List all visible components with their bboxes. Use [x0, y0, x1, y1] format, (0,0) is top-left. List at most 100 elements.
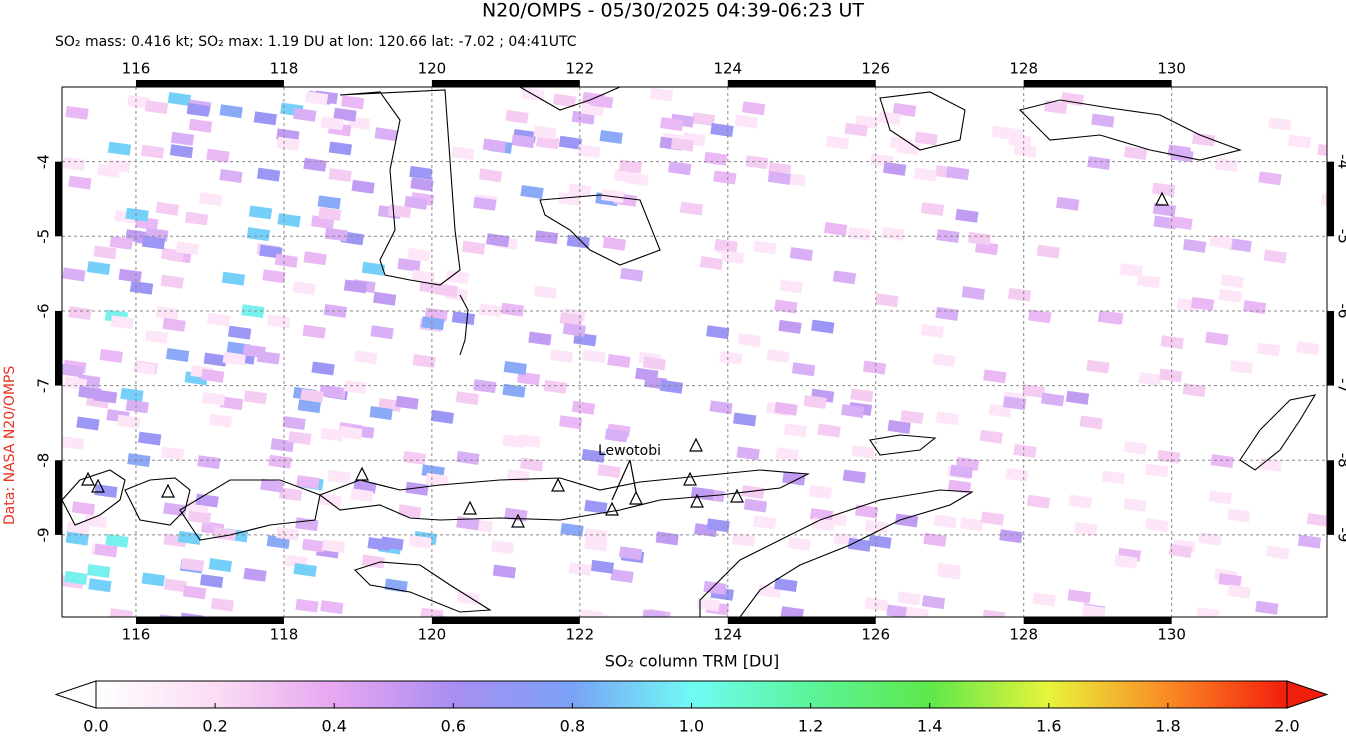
so2-cell: [719, 351, 743, 365]
so2-cell: [533, 125, 557, 140]
so2-cell: [333, 107, 357, 122]
so2-cell: [1056, 196, 1080, 211]
so2-cell: [155, 201, 179, 216]
so2-cell: [1205, 331, 1229, 346]
so2-cell: [278, 487, 303, 502]
so2-cell: [832, 270, 857, 285]
so2-cell: [562, 322, 586, 337]
so2-cell: [1100, 310, 1124, 325]
so2-cell: [1032, 592, 1056, 607]
y-tick-label-right: -6: [1335, 303, 1346, 318]
so2-cell: [937, 565, 961, 580]
so2-cell: [1218, 573, 1242, 588]
so2-cell: [897, 591, 921, 606]
x-tick-label: 120: [418, 626, 447, 644]
so2-cell: [1317, 143, 1327, 158]
so2-cell: [380, 536, 404, 551]
so2-cell: [533, 285, 558, 300]
so2-cell: [155, 306, 179, 321]
so2-cell: [791, 362, 816, 377]
so2-cell: [420, 607, 444, 617]
so2-cell: [713, 170, 737, 185]
so2-cell: [321, 539, 346, 554]
so2-cell: [932, 353, 956, 368]
so2-cell: [425, 472, 449, 487]
so2-cell: [275, 526, 300, 541]
so2-cell: [519, 457, 544, 472]
so2-cell: [566, 234, 590, 249]
so2-cell: [138, 431, 162, 446]
colorbar-tick-label: 0.0: [83, 717, 108, 736]
colorbar-tick-label: 1.8: [1155, 717, 1180, 736]
so2-cell: [753, 515, 777, 530]
so2-cell: [557, 192, 581, 206]
so2-cell: [991, 125, 1015, 140]
so2-cell: [783, 423, 808, 438]
so2-cell: [659, 379, 684, 394]
so2-cell: [787, 536, 812, 551]
y-tick-label: -5: [35, 229, 53, 244]
so2-cell: [511, 134, 535, 149]
so2-cell: [318, 207, 342, 221]
so2-cell: [303, 251, 327, 266]
x-tick-label-top: 124: [713, 60, 742, 78]
so2-cell: [144, 329, 169, 344]
so2-cell: [1182, 383, 1206, 398]
so2-cell: [587, 612, 611, 617]
so2-cell: [887, 419, 911, 434]
colorbar-tick-label: 1.2: [798, 717, 823, 736]
so2-cell: [642, 356, 667, 371]
so2-cell: [303, 157, 327, 172]
so2-cell: [327, 469, 351, 484]
x-tick-label: 126: [861, 626, 890, 644]
coastline: [879, 91, 966, 151]
so2-cell: [71, 501, 96, 516]
so2-cell: [110, 315, 134, 330]
so2-cell: [742, 101, 766, 116]
so2-cell: [319, 384, 343, 399]
so2-cell: [1227, 584, 1251, 599]
so2-cell: [397, 257, 421, 272]
so2-cell: [361, 554, 385, 569]
so2-cell: [1091, 113, 1115, 128]
so2-cell: [120, 387, 144, 402]
so2-cell: [105, 533, 129, 548]
so2-cell: [1079, 415, 1103, 430]
so2-cell: [66, 521, 90, 536]
so2-cell: [430, 409, 455, 424]
so2-cell: [868, 534, 892, 549]
so2-cell: [274, 253, 298, 268]
colorbar-tick-label: 0.4: [321, 717, 346, 736]
so2-cell: [117, 414, 141, 429]
so2-cell: [241, 304, 265, 319]
so2-cell: [905, 606, 929, 617]
so2-cell: [862, 360, 887, 375]
so2-cell: [170, 131, 195, 146]
so2-cell: [107, 141, 132, 156]
x-tick-label-top: 126: [861, 60, 890, 78]
so2-cell: [317, 195, 341, 210]
so2-cell: [894, 513, 919, 528]
so2-cell: [668, 161, 692, 176]
so2-cell: [808, 485, 833, 500]
so2-cell: [1214, 157, 1239, 172]
so2-cell: [83, 514, 108, 529]
so2-cell: [745, 155, 769, 170]
frame-bar: [1023, 617, 1172, 624]
y-tick-label: -4: [35, 154, 53, 169]
so2-cell: [227, 325, 252, 340]
so2-cell: [118, 268, 142, 283]
so2-cell: [361, 261, 386, 276]
so2-cell: [1065, 390, 1090, 405]
frame-bar: [1327, 460, 1334, 535]
so2-cell: [935, 411, 960, 426]
colorbar-tick-label: 1.0: [679, 717, 704, 736]
so2-cell: [219, 104, 243, 119]
so2-cell: [923, 532, 947, 547]
so2-cell: [343, 279, 368, 294]
so2-cell: [900, 409, 924, 424]
frame-bar: [1327, 161, 1334, 237]
so2-cell: [1043, 100, 1068, 115]
colorbar-tick-label: 0.8: [560, 717, 585, 736]
colorbar-tick-label: 0.6: [441, 717, 466, 736]
